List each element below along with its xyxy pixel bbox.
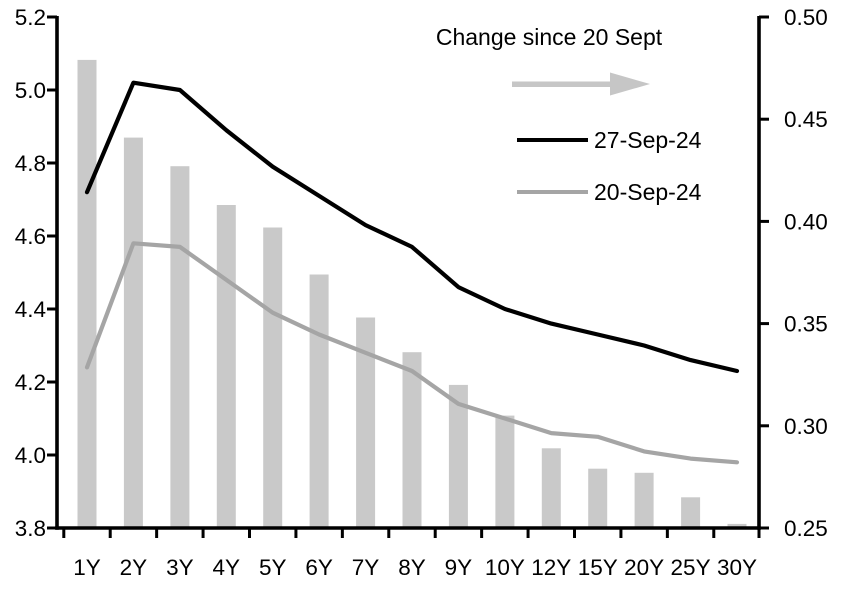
line-27-Sep-24 (84, 80, 740, 374)
legend-entry-20-sep: 20-Sep-24 (517, 178, 701, 206)
legend-label-20-sep: 20-Sep-24 (594, 178, 702, 205)
bar-9Y (448, 384, 468, 528)
bar-25Y (681, 497, 701, 528)
bar-12Y (541, 448, 561, 528)
x-axis-label-30Y: 30Y (717, 555, 757, 580)
bar-2Y (123, 137, 143, 528)
left-axis-tick-label: 5.0 (15, 78, 46, 103)
x-axis-label-3Y: 3Y (166, 555, 194, 580)
x-axis-label-15Y: 15Y (578, 555, 618, 580)
right-axis-tick-label: 0.30 (784, 414, 828, 439)
x-axis-label-10Y: 10Y (485, 555, 525, 580)
x-axis-label-5Y: 5Y (259, 555, 287, 580)
x-axis-label-6Y: 6Y (305, 555, 333, 580)
bar-10Y (495, 415, 515, 528)
gray-line-swatch (517, 189, 588, 195)
black-line-swatch (517, 137, 588, 143)
x-axis-label-1Y: 1Y (73, 555, 101, 580)
right-arrow-icon (512, 72, 650, 96)
bar-3Y (170, 166, 190, 528)
x-axis-label-9Y: 9Y (445, 555, 473, 580)
bar-6Y (309, 274, 329, 528)
right-axis-tick-label: 0.45 (784, 107, 828, 132)
x-axis-label-20Y: 20Y (624, 555, 664, 580)
left-axis-tick-label: 4.0 (15, 443, 46, 468)
right-axis-tick-label: 0.50 (784, 5, 828, 30)
left-axis-tick-label: 4.4 (15, 297, 46, 322)
left-axis-tick-label: 4.8 (15, 151, 46, 176)
bar-8Y (402, 352, 422, 528)
bar-15Y (588, 468, 608, 528)
right-axis-tick-label: 0.25 (784, 516, 828, 541)
legend-label-27-sep: 27-Sep-24 (594, 126, 702, 153)
x-axis-label-8Y: 8Y (398, 555, 426, 580)
bar-1Y (77, 59, 97, 529)
line-20-Sep-24 (84, 241, 740, 465)
bar-7Y (356, 317, 376, 528)
legend-title: Change since 20 Sept (435, 24, 663, 50)
right-axis-tick-label: 0.40 (784, 209, 828, 234)
x-axis-label-4Y: 4Y (213, 555, 241, 580)
bar-5Y (263, 227, 283, 528)
left-axis-tick-label: 4.2 (15, 370, 46, 395)
legend-entry-27-sep: 27-Sep-24 (517, 126, 701, 154)
bar-30Y (727, 523, 747, 528)
right-axis-tick-label: 0.35 (784, 312, 828, 337)
x-axis-label-12Y: 12Y (531, 555, 571, 580)
bar-4Y (216, 205, 236, 528)
x-axis-label-2Y: 2Y (120, 555, 148, 580)
bar-20Y (634, 472, 654, 528)
x-axis-label-7Y: 7Y (352, 555, 380, 580)
left-axis-tick-label: 5.2 (15, 5, 46, 30)
left-axis-tick-label: 4.6 (15, 224, 46, 249)
left-axis-tick-label: 3.8 (15, 516, 46, 541)
x-axis-label-25Y: 25Y (671, 555, 711, 580)
